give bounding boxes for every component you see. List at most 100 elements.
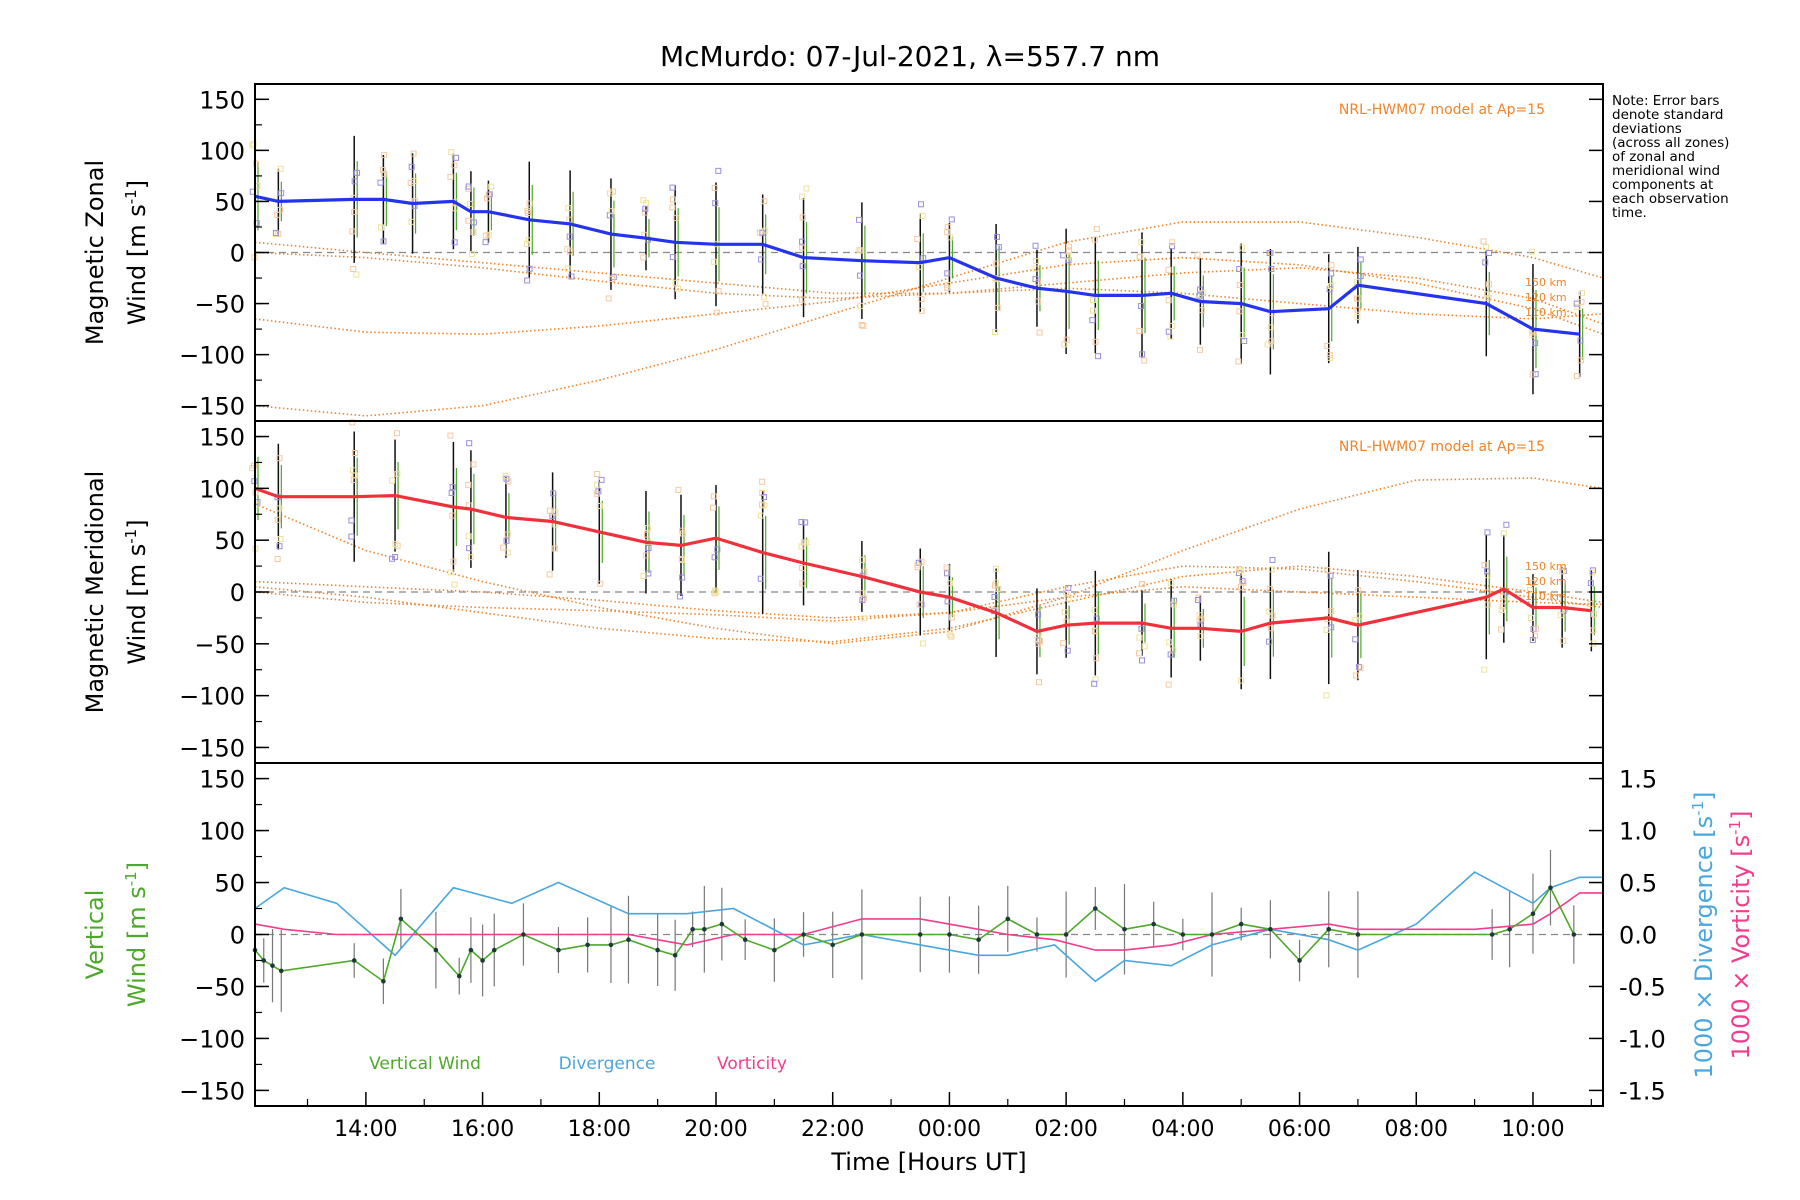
scatter-point — [1578, 298, 1585, 305]
scatter-point — [393, 430, 400, 437]
scatter-point — [1065, 595, 1072, 602]
note-line: components at — [1612, 177, 1714, 193]
scatter-point — [447, 569, 454, 576]
scatter-point — [1237, 567, 1244, 574]
scatter-point — [389, 477, 396, 484]
scatter-point — [1323, 692, 1330, 699]
scatter-point — [1268, 266, 1275, 273]
scatter-point — [679, 527, 686, 534]
scatter-point — [503, 537, 510, 544]
x-tick-label: 14:00 — [334, 1117, 397, 1142]
scatter-point — [1092, 338, 1099, 345]
scatter-point — [711, 184, 718, 191]
vorticity-axis-label: 1000 × Vorticity [s-1] — [1726, 811, 1755, 1060]
error-bar-note: Note: Error bars denote standard deviation… — [1612, 94, 1792, 220]
scatter-point — [1197, 633, 1204, 640]
y-tick-label: −50 — [194, 291, 245, 319]
vertical-wind-point — [702, 927, 707, 932]
scatter-point — [944, 284, 951, 291]
scatter-point — [450, 558, 457, 565]
scatter-point — [803, 185, 810, 192]
divergence-line — [254, 871, 1603, 983]
y-axis-label-line2: Wind [m s-1] — [122, 519, 151, 664]
scatter-point — [799, 238, 806, 245]
vertical-wind-point — [1297, 958, 1302, 963]
scatter-point — [348, 517, 355, 524]
scatter-point — [994, 233, 1001, 240]
scatter-point — [1352, 636, 1359, 643]
scatter-point — [551, 545, 558, 552]
scatter-point — [410, 177, 417, 184]
scatter-point — [276, 455, 283, 462]
scatter-point — [1484, 601, 1491, 608]
vertical-wind-point — [556, 947, 561, 953]
scatter-point — [504, 531, 511, 538]
y-tick-label: −100 — [179, 1025, 245, 1053]
scatter-point — [277, 165, 284, 172]
scatter-point — [640, 572, 647, 579]
y-tick-label: −100 — [179, 342, 245, 370]
scatter-point — [1559, 564, 1566, 571]
scatter-point — [1238, 677, 1245, 684]
scatter-point — [465, 183, 472, 190]
model-curve — [254, 565, 1604, 643]
meridional-wind-line — [254, 486, 1592, 634]
scatter-point — [1500, 530, 1507, 537]
height-label: 150 km — [1525, 276, 1567, 289]
scatter-point — [610, 274, 617, 281]
scatter-point — [1166, 639, 1173, 646]
scatter-point — [1357, 256, 1364, 263]
scatter-point — [1035, 611, 1042, 618]
scatter-point — [916, 601, 923, 608]
scatter-point — [483, 195, 490, 202]
x-tick-label: 20:00 — [684, 1117, 747, 1142]
scatter-point — [482, 232, 489, 239]
scatter-point — [948, 614, 955, 621]
note-line: (across all zones) — [1612, 135, 1730, 151]
scatter-point — [1091, 236, 1098, 243]
scatter-point — [994, 304, 1001, 311]
scatter-point — [1032, 242, 1039, 249]
x-tick-label: 04:00 — [1151, 1117, 1214, 1142]
scatter-point — [919, 212, 926, 219]
scatter-point — [276, 505, 283, 512]
scatter-point — [349, 419, 356, 426]
scatter-point — [278, 190, 285, 197]
scatter-point — [918, 307, 925, 314]
scatter-point — [944, 598, 951, 605]
scatter-point — [915, 263, 922, 270]
scatter-point — [568, 273, 575, 280]
x-tick-label: 10:00 — [1501, 1117, 1564, 1142]
scatter-point — [1239, 332, 1246, 339]
scatter-point — [1529, 248, 1536, 255]
model-curve — [254, 221, 1604, 417]
y-tick-label: −150 — [179, 734, 245, 762]
scatter-point — [1481, 562, 1488, 569]
note-line: deviations — [1612, 121, 1682, 137]
scatter-point — [1066, 243, 1073, 250]
scatter-point — [1035, 679, 1042, 686]
vertical-wind-point — [521, 932, 526, 937]
scatter-point — [1482, 244, 1489, 251]
scatter-point — [946, 631, 953, 638]
scatter-point — [761, 494, 768, 501]
scatter-point — [566, 233, 573, 240]
scatter-point — [594, 481, 601, 488]
scatter-point — [1560, 637, 1567, 644]
scatter-point — [1327, 282, 1334, 289]
model-curve — [254, 477, 1604, 645]
scatter-point — [505, 478, 512, 485]
scatter-point — [1579, 290, 1586, 297]
scatter-point — [451, 581, 458, 588]
scatter-point — [408, 218, 415, 225]
scatter-point — [408, 163, 415, 170]
bracket: ] — [123, 519, 151, 528]
superscript: -1 — [122, 529, 140, 544]
scatter-point — [351, 209, 358, 216]
scatter-point — [596, 503, 603, 510]
scatter-point — [1195, 596, 1202, 603]
scatter-point — [1035, 640, 1042, 647]
scatter-point — [1036, 329, 1043, 336]
vertical-wind-point — [1063, 932, 1069, 937]
